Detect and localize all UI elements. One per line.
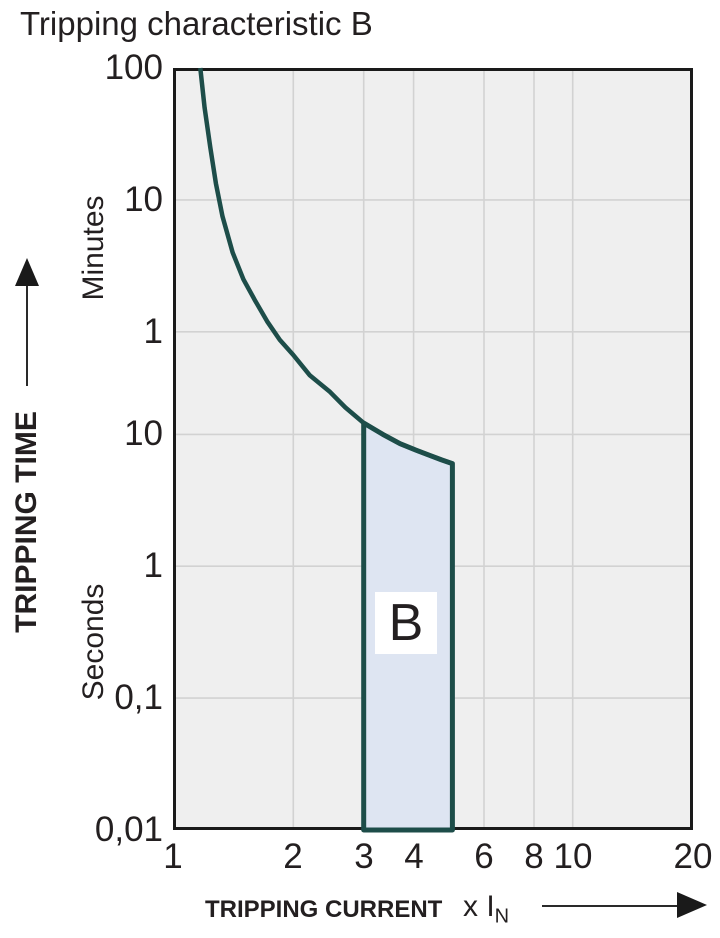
x-tick-label: 6 xyxy=(474,837,494,876)
x-tick-label: 20 xyxy=(673,837,713,876)
page-title: Tripping characteristic B xyxy=(20,5,373,42)
y-tick-label: 1 xyxy=(143,312,163,351)
y-tick-label: 10 xyxy=(124,414,163,453)
plot-area xyxy=(173,67,693,833)
up-arrow-icon xyxy=(15,258,39,286)
x-tick-label: 3 xyxy=(354,837,374,876)
y-tick-label: 0,01 xyxy=(94,810,163,849)
tripping-curve xyxy=(198,67,454,466)
up-arrow-line xyxy=(26,286,28,386)
x-axis-unit: x IN xyxy=(463,890,509,928)
x-tick-label: 2 xyxy=(283,837,303,876)
x-axis-title: TRIPPING CURRENT xyxy=(205,896,443,923)
y-tick-label: 10 xyxy=(124,180,163,219)
y-tick-label: 100 xyxy=(104,48,163,87)
y-axis-title: TRIPPING TIME xyxy=(10,411,43,633)
x-tick-label: 1 xyxy=(163,837,183,876)
x-axis-unit-prefix: x I xyxy=(463,890,495,923)
x-tick-label: 8 xyxy=(524,837,544,876)
x-tick-label: 4 xyxy=(404,837,424,876)
y-tick-label: 0,1 xyxy=(114,678,163,717)
x-tick-label: 10 xyxy=(553,837,593,876)
right-arrow-line xyxy=(542,905,677,907)
right-arrow-icon xyxy=(677,892,707,918)
y-tick-label: 1 xyxy=(143,546,163,585)
region-b-label: B xyxy=(375,592,437,654)
x-axis-unit-subscript: N xyxy=(494,905,510,928)
